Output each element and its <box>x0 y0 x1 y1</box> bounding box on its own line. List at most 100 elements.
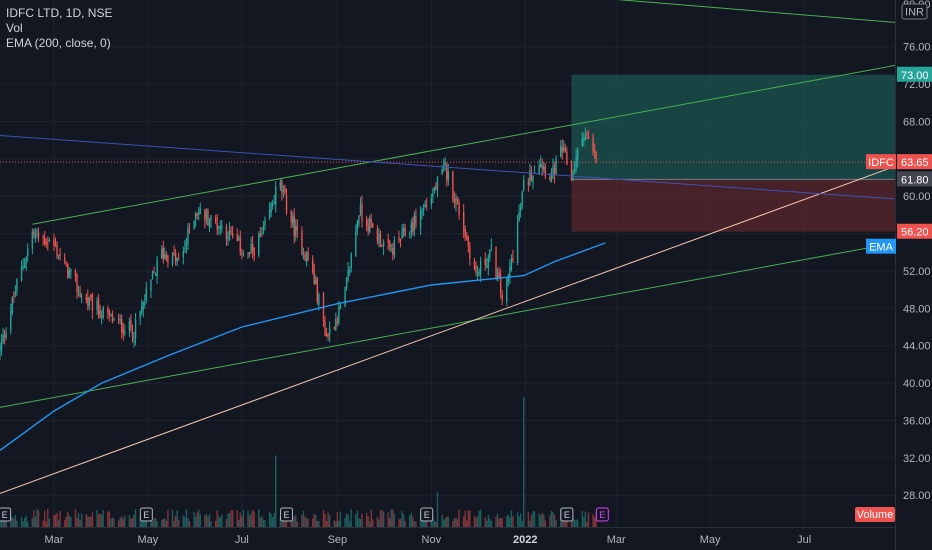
candle[interactable] <box>150 279 152 291</box>
candle[interactable] <box>469 245 471 259</box>
candle[interactable] <box>552 165 554 177</box>
candle[interactable] <box>530 172 533 181</box>
candle[interactable] <box>444 162 446 165</box>
candle[interactable] <box>523 180 525 190</box>
candle[interactable] <box>404 228 406 236</box>
candle[interactable] <box>139 311 141 319</box>
candle[interactable] <box>275 186 277 205</box>
candle[interactable] <box>410 223 412 233</box>
candle[interactable] <box>475 266 477 274</box>
candle[interactable] <box>519 205 522 212</box>
candle[interactable] <box>153 272 155 274</box>
candle[interactable] <box>0 341 3 350</box>
candle[interactable] <box>241 253 243 255</box>
candle[interactable] <box>253 247 255 256</box>
candle[interactable] <box>134 319 137 339</box>
candle[interactable] <box>324 321 326 336</box>
time-axis[interactable]: Mar May Jul Sep Nov 2022 Mar May Jul <box>0 527 895 547</box>
candle[interactable] <box>419 210 422 228</box>
candle[interactable] <box>593 149 596 153</box>
candle[interactable] <box>541 166 543 169</box>
candle[interactable] <box>486 266 488 268</box>
candle[interactable] <box>268 210 271 219</box>
candle[interactable] <box>446 164 448 180</box>
candle[interactable] <box>80 296 83 298</box>
candle[interactable] <box>430 198 433 205</box>
candle[interactable] <box>409 232 411 234</box>
candle[interactable] <box>162 247 164 259</box>
candle[interactable] <box>490 244 493 247</box>
candle[interactable] <box>533 172 536 174</box>
candle[interactable] <box>478 272 480 276</box>
candle[interactable] <box>271 204 274 207</box>
candle[interactable] <box>102 306 104 318</box>
candle[interactable] <box>467 237 469 247</box>
candle[interactable] <box>88 296 91 307</box>
candle[interactable] <box>25 257 27 264</box>
candle[interactable] <box>376 229 379 241</box>
currency-badge[interactable]: INR <box>901 3 928 20</box>
candle[interactable] <box>36 230 38 233</box>
candle[interactable] <box>487 256 490 269</box>
profit-zone[interactable] <box>571 74 895 180</box>
candle[interactable] <box>361 203 363 221</box>
candle[interactable] <box>301 230 303 256</box>
candle[interactable] <box>161 248 163 259</box>
candle[interactable] <box>365 219 368 226</box>
candle[interactable] <box>345 278 348 288</box>
candle[interactable] <box>570 163 573 181</box>
candle[interactable] <box>130 320 132 331</box>
candle[interactable] <box>325 334 328 337</box>
candle[interactable] <box>305 252 308 263</box>
candle[interactable] <box>367 224 369 231</box>
candle[interactable] <box>392 248 394 255</box>
candle[interactable] <box>581 138 583 147</box>
candle[interactable] <box>77 290 80 292</box>
candle[interactable] <box>250 244 252 253</box>
candle[interactable] <box>538 164 540 175</box>
candle[interactable] <box>436 176 439 191</box>
candle[interactable] <box>359 205 362 214</box>
candle[interactable] <box>218 226 220 229</box>
candle[interactable] <box>455 198 457 205</box>
candle[interactable] <box>560 146 562 157</box>
trendline-lower-channel[interactable] <box>0 242 896 408</box>
candle[interactable] <box>507 274 510 282</box>
earnings-marker[interactable]: E <box>280 507 294 522</box>
candle[interactable] <box>564 148 567 152</box>
candle[interactable] <box>176 257 178 262</box>
candle[interactable] <box>473 261 476 269</box>
candlesticks[interactable] <box>0 127 597 360</box>
candle[interactable] <box>107 308 109 312</box>
earnings-marker[interactable]: E <box>595 507 609 522</box>
candle[interactable] <box>43 237 46 244</box>
candle[interactable] <box>307 251 309 260</box>
candle[interactable] <box>164 254 166 260</box>
candle[interactable] <box>247 253 249 255</box>
candle[interactable] <box>328 327 331 336</box>
candle[interactable] <box>584 135 587 140</box>
candle[interactable] <box>167 255 169 264</box>
candle[interactable] <box>90 294 92 298</box>
candle[interactable] <box>339 305 342 309</box>
candle[interactable] <box>458 202 460 215</box>
candle[interactable] <box>261 232 263 234</box>
candle[interactable] <box>498 271 500 278</box>
candle[interactable] <box>228 228 231 240</box>
candle[interactable] <box>302 254 305 258</box>
trendlines[interactable] <box>0 0 896 494</box>
candle[interactable] <box>216 222 218 231</box>
candle[interactable] <box>553 168 556 176</box>
candle[interactable] <box>199 208 201 214</box>
candle[interactable] <box>315 279 317 284</box>
candle[interactable] <box>555 158 557 174</box>
candle[interactable] <box>284 187 286 194</box>
candle[interactable] <box>198 212 200 215</box>
candle[interactable] <box>173 253 175 255</box>
candle[interactable] <box>532 175 534 183</box>
candle[interactable] <box>372 222 374 228</box>
candle[interactable] <box>293 214 295 237</box>
candle[interactable] <box>447 171 449 183</box>
candle[interactable] <box>262 226 265 231</box>
candle[interactable] <box>336 321 339 323</box>
